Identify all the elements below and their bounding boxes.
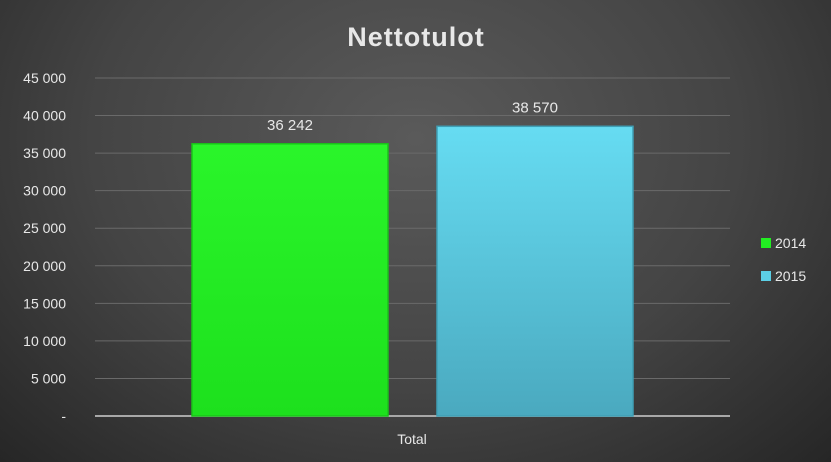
legend-swatch bbox=[761, 271, 771, 281]
x-tick-label: Total bbox=[397, 431, 427, 447]
legend-swatch bbox=[761, 238, 771, 248]
y-tick-label: 25 000 bbox=[23, 220, 66, 236]
y-tick-label: 5 000 bbox=[31, 370, 66, 386]
bar-2014 bbox=[191, 143, 389, 417]
y-tick-label: 20 000 bbox=[23, 258, 66, 274]
y-tick-label: 10 000 bbox=[23, 333, 66, 349]
y-tick-label: 45 000 bbox=[23, 70, 66, 86]
y-tick-label: 35 000 bbox=[23, 145, 66, 161]
legend-label: 2014 bbox=[775, 235, 806, 251]
y-tick-label: - bbox=[61, 408, 66, 424]
data-label: 38 570 bbox=[512, 99, 558, 116]
legend-label: 2015 bbox=[775, 268, 806, 284]
bar-2015 bbox=[436, 125, 634, 417]
y-tick-label: 30 000 bbox=[23, 183, 66, 199]
chart-title: Nettotulot bbox=[347, 22, 484, 52]
y-tick-label: 15 000 bbox=[23, 295, 66, 311]
data-label: 36 242 bbox=[267, 117, 313, 134]
y-tick-label: 40 000 bbox=[23, 108, 66, 124]
